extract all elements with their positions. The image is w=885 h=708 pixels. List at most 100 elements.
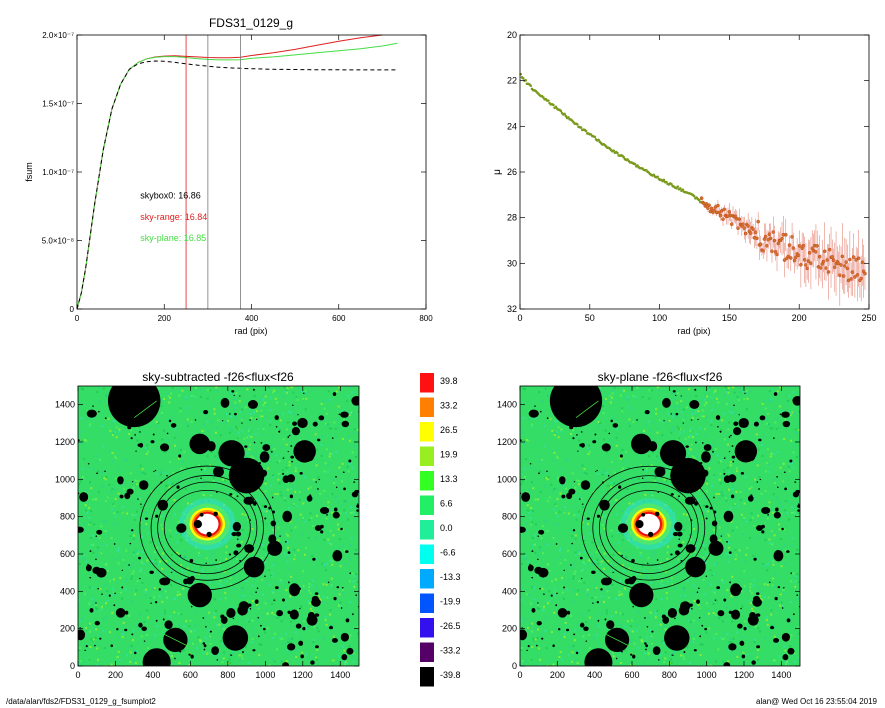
x-tick-label: 200 [158, 314, 172, 323]
noise-speck [285, 495, 288, 498]
noise-speck [523, 439, 526, 442]
noise-speck [351, 391, 354, 394]
mask-small [644, 617, 646, 619]
mask-small [739, 640, 745, 646]
noise-speck [217, 658, 220, 661]
noise-speck [190, 387, 193, 390]
sky-value-label: sky-plane: 16.85 [140, 233, 206, 243]
mask-small [646, 626, 649, 628]
noise-speck [619, 394, 622, 397]
noise-speck [747, 461, 750, 464]
noise-speck [356, 658, 359, 661]
noise-speck [720, 555, 723, 558]
noise-speck [250, 593, 253, 596]
noise-speck [147, 450, 150, 453]
noise-speck [323, 489, 326, 492]
mask-small [160, 443, 170, 452]
noise-speck [204, 656, 207, 659]
noise-speck [554, 503, 557, 506]
noise-speck [337, 655, 340, 658]
noise-speck [767, 423, 770, 426]
colorbar-label: -19.9 [440, 597, 461, 607]
noise-speck [631, 477, 634, 480]
noise-speck [790, 544, 793, 547]
noise-speck [670, 392, 673, 395]
noise-speck [771, 584, 774, 587]
noise-speck [784, 661, 787, 664]
noise-speck [194, 386, 197, 389]
mask-small [179, 650, 182, 653]
noise-speck [709, 569, 712, 572]
noise-speck [217, 653, 220, 656]
mask-small [690, 419, 693, 421]
noise-speck [330, 511, 333, 514]
noise-speck [141, 518, 144, 521]
mask-small [141, 626, 147, 632]
mask-small [176, 523, 187, 533]
mask-small [216, 659, 219, 661]
noise-speck [283, 496, 286, 499]
mask-small [758, 488, 760, 490]
noise-speck [254, 433, 257, 436]
noise-speck [343, 500, 346, 503]
noise-speck [657, 623, 660, 626]
noise-speck [286, 546, 289, 549]
noise-speck [125, 549, 128, 552]
noise-speck [710, 409, 713, 412]
noise-speck [552, 508, 555, 511]
noise-speck [791, 512, 794, 515]
noise-speck [117, 650, 120, 653]
noise-speck [616, 613, 619, 616]
noise-speck [659, 623, 662, 626]
noise-speck [347, 616, 350, 619]
noise-speck [767, 596, 770, 599]
noise-speck [524, 530, 527, 533]
noise-speck [782, 462, 785, 465]
noise-speck [136, 552, 139, 555]
noise-speck [773, 478, 776, 481]
noise-speck [328, 455, 331, 458]
mu-point [716, 203, 720, 208]
mask-small [352, 613, 354, 616]
noise-speck [746, 547, 749, 550]
mask-small [674, 394, 677, 397]
noise-speck [168, 481, 171, 484]
noise-speck [703, 614, 706, 617]
noise-speck [778, 426, 781, 429]
noise-speck [139, 521, 142, 524]
mu-point [529, 84, 533, 87]
noise-speck [177, 520, 180, 523]
noise-speck [133, 649, 136, 652]
noise-speck [681, 561, 684, 564]
noise-speck [211, 611, 214, 614]
noise-speck [729, 461, 732, 464]
noise-speck [587, 447, 590, 450]
noise-speck [771, 427, 774, 430]
noise-speck [323, 470, 326, 473]
noise-speck [312, 478, 315, 481]
noise-speck [309, 592, 312, 595]
mask-small [738, 414, 740, 416]
noise-speck [652, 421, 655, 424]
y-tick-label: 400 [502, 586, 517, 596]
noise-speck [356, 580, 359, 583]
noise-speck [780, 601, 783, 604]
noise-speck [743, 585, 746, 588]
noise-speck [242, 594, 245, 597]
mask-small [580, 577, 583, 580]
noise-speck [279, 636, 282, 639]
mask-small [704, 627, 707, 631]
noise-speck [574, 551, 577, 554]
noise-speck [559, 562, 562, 565]
noise-speck [203, 423, 206, 426]
noise-speck [615, 436, 618, 439]
noise-speck [722, 660, 725, 663]
noise-speck [776, 418, 779, 421]
mu-point [579, 126, 583, 129]
noise-speck [574, 537, 577, 540]
noise-speck [619, 457, 622, 460]
noise-speck [648, 429, 651, 432]
mask-small [108, 594, 111, 597]
noise-speck [534, 543, 537, 546]
mask-small [252, 388, 255, 391]
